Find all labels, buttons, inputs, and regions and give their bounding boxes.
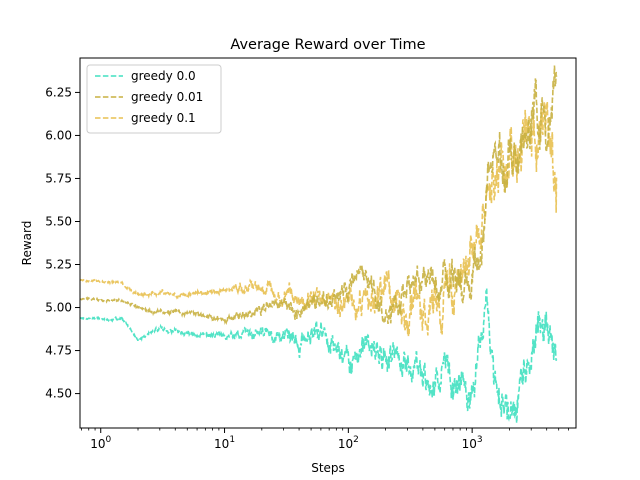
legend-box (86, 64, 222, 134)
x-axis: 100 101 102 103 (81, 428, 569, 451)
y-tick-label: 4.50 (45, 387, 72, 401)
legend: greedy 0.0 greedy 0.01 greedy 0.1 (86, 64, 222, 134)
y-tick-label: 5.00 (45, 301, 72, 315)
y-tick-label: 4.75 (45, 344, 72, 358)
x-tick-label: 100 (90, 435, 111, 451)
x-tick-label: 102 (338, 435, 359, 451)
x-axis-label: Steps (311, 461, 345, 475)
y-axis-label: Reward (20, 221, 34, 266)
y-axis: 4.50 4.75 5.00 5.25 5.50 5.75 6.00 6.25 (45, 85, 80, 401)
series-layer (80, 65, 558, 424)
legend-label: greedy 0.0 (131, 69, 196, 83)
legend-label: greedy 0.01 (131, 90, 203, 104)
y-tick-label: 6.00 (45, 128, 72, 142)
x-tick-label: 101 (214, 435, 235, 451)
series-line-0 (80, 288, 558, 424)
chart-title: Average Reward over Time (230, 37, 425, 53)
y-tick-label: 5.75 (45, 171, 72, 185)
series-line-2 (80, 101, 558, 337)
legend-label: greedy 0.1 (131, 111, 196, 125)
y-tick-label: 5.50 (45, 214, 72, 228)
y-tick-label: 6.25 (45, 85, 72, 99)
series-line-1 (80, 65, 558, 326)
x-tick-label: 103 (462, 435, 483, 451)
plot-frame (79, 57, 577, 429)
y-tick-label: 5.25 (45, 258, 72, 272)
